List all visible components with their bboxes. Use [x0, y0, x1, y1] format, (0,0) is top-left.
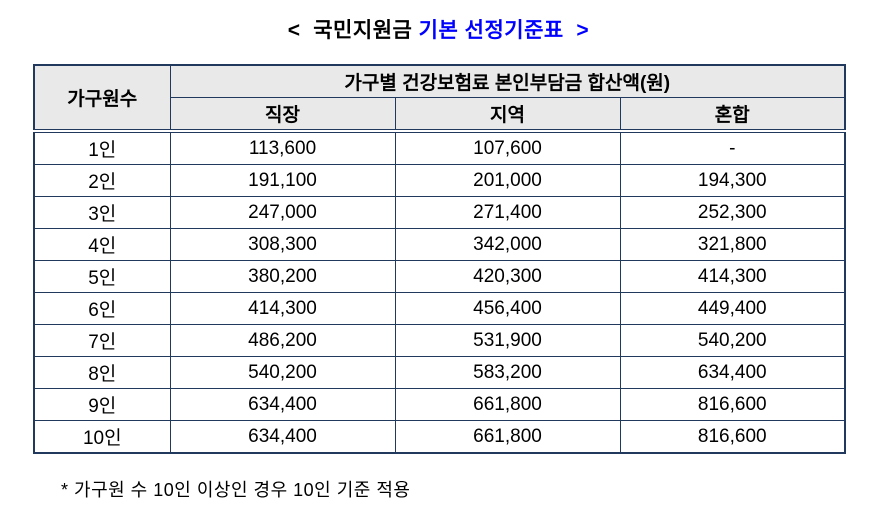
amount-cell: 342,000 — [394, 228, 621, 261]
table-row: 4인 308,300 342,000 321,800 — [33, 228, 846, 261]
table-row: 7인 486,200 531,900 540,200 — [33, 324, 846, 357]
amount-cell: 201,000 — [394, 164, 621, 197]
household-size-cell: 10인 — [33, 420, 171, 454]
amount-cell: 420,300 — [394, 260, 621, 293]
group-header-insurance-sum: 가구별 건강보험료 본인부담금 합산액(원) — [169, 64, 846, 98]
amount-cell: - — [619, 129, 846, 165]
amount-cell: 583,200 — [394, 356, 621, 389]
table-row: 1인 113,600 107,600- — [33, 129, 846, 165]
amount-cell: 107,600 — [394, 129, 621, 165]
col-header-household-size: 가구원수 — [33, 64, 171, 132]
household-size-cell: 7인 — [33, 324, 171, 357]
page: < 국민지원금 기본 선정기준표 > 가구원수 가구별 건강보험료 본인부담금 … — [33, 14, 846, 500]
amount-cell: 414,300 — [169, 292, 396, 325]
amount-cell: 816,600 — [619, 420, 846, 454]
amount-cell: 308,300 — [169, 228, 396, 261]
household-size-cell: 4인 — [33, 228, 171, 261]
table-header: 가구원수 가구별 건강보험료 본인부담금 합산액(원) 직장 지역 혼합 — [33, 64, 846, 132]
amount-cell: 414,300 — [619, 260, 846, 293]
household-size-cell: 5인 — [33, 260, 171, 293]
title-highlight: 기본 선정기준표 > — [418, 19, 590, 42]
header-row-sub: 직장 지역 혼합 — [34, 97, 846, 132]
amount-cell: 634,400 — [619, 356, 846, 389]
sub-header-혼합: 혼합 — [619, 97, 846, 132]
amount-cell: 194,300 — [619, 164, 846, 197]
sub-header-지역: 지역 — [394, 97, 621, 132]
amount-cell: 816,600 — [619, 388, 846, 421]
amount-cell: 486,200 — [169, 324, 396, 357]
household-size-cell: 6인 — [33, 292, 171, 325]
table-row: 2인 191,100 201,000 194,300 — [33, 164, 846, 197]
amount-cell: 634,400 — [169, 420, 396, 454]
amount-cell: 540,200 — [169, 356, 396, 389]
criteria-table: 가구원수 가구별 건강보험료 본인부담금 합산액(원) 직장 지역 혼합 1인 113… — [33, 64, 846, 454]
household-size-cell: 9인 — [33, 388, 171, 421]
amount-cell: 113,600 — [169, 129, 396, 165]
amount-cell: 271,400 — [394, 196, 621, 229]
household-size-cell: 8인 — [33, 356, 171, 389]
table-row: 5인 380,200 420,300 414,300 — [33, 260, 846, 293]
header-row-group: 가구원수 가구별 건강보험료 본인부담금 합산액(원) — [33, 64, 846, 132]
amount-cell: 540,200 — [619, 324, 846, 357]
amount-cell: 247,000 — [169, 196, 396, 229]
footnote: * 가구원 수 10인 이상인 경우 10인 기준 적용 — [61, 480, 411, 500]
household-size-cell: 3인 — [33, 196, 171, 229]
page-title: < 국민지원금 기본 선정기준표 > — [33, 14, 844, 44]
amount-cell: 661,800 — [394, 388, 621, 421]
table-row: 10인 634,400 661,800 816,600 — [33, 420, 846, 454]
table-row: 6인 414,300 456,400 449,400 — [33, 292, 846, 325]
amount-cell: 634,400 — [169, 388, 396, 421]
amount-cell: 321,800 — [619, 228, 846, 261]
table-row: 9인 634,400 661,800 816,600 — [33, 388, 846, 421]
amount-cell: 456,400 — [394, 292, 621, 325]
table-row: 3인 247,000 271,400 252,300 — [33, 196, 846, 229]
sub-header-직장: 직장 — [169, 97, 396, 132]
amount-cell: 252,300 — [619, 196, 846, 229]
table-body: 1인 113,600 107,600-2인 191,100 201,000 194,300… — [33, 129, 846, 454]
title-prefix: < 국민지원금 — [287, 19, 419, 42]
amount-cell: 531,900 — [394, 324, 621, 357]
household-size-cell: 2인 — [33, 164, 171, 197]
table-row: 8인 540,200 583,200 634,400 — [33, 356, 846, 389]
amount-cell: 661,800 — [394, 420, 621, 454]
amount-cell: 380,200 — [169, 260, 396, 293]
amount-cell: 191,100 — [169, 164, 396, 197]
household-size-cell: 1인 — [33, 129, 171, 165]
amount-cell: 449,400 — [619, 292, 846, 325]
